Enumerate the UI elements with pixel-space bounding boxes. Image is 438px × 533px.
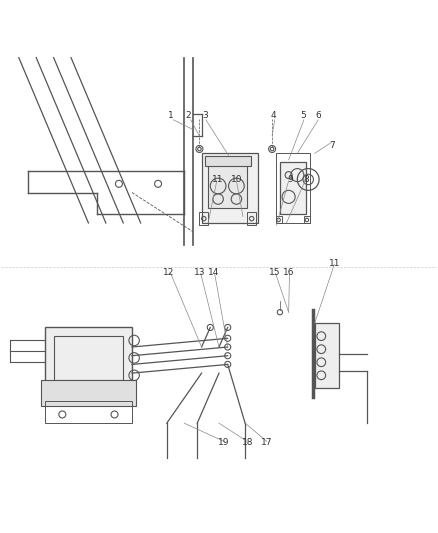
- Bar: [41, 379, 136, 406]
- Text: 5: 5: [300, 111, 306, 120]
- Text: 7: 7: [329, 141, 335, 150]
- Bar: [247, 212, 256, 225]
- Bar: [45, 327, 132, 389]
- Text: 9: 9: [287, 175, 293, 184]
- Text: 18: 18: [241, 438, 253, 447]
- Text: 16: 16: [283, 268, 294, 277]
- Text: 15: 15: [269, 268, 280, 277]
- Bar: [199, 212, 208, 225]
- Text: 13: 13: [194, 268, 205, 277]
- Text: 10: 10: [231, 175, 243, 184]
- Text: 2: 2: [186, 111, 191, 120]
- Text: 14: 14: [208, 268, 219, 277]
- Bar: [315, 323, 339, 389]
- Bar: [53, 336, 123, 379]
- Bar: [276, 154, 311, 223]
- Text: 3: 3: [202, 111, 208, 120]
- Text: 6: 6: [315, 111, 321, 120]
- Bar: [45, 401, 132, 423]
- Text: 8: 8: [303, 175, 309, 184]
- Text: 12: 12: [163, 268, 175, 277]
- Bar: [280, 162, 306, 214]
- Bar: [205, 156, 251, 166]
- Text: 19: 19: [218, 438, 229, 447]
- Bar: [304, 216, 311, 223]
- Text: 11: 11: [212, 175, 223, 184]
- Bar: [208, 164, 247, 208]
- Bar: [201, 154, 258, 223]
- Text: 4: 4: [271, 111, 276, 120]
- Text: 1: 1: [168, 111, 174, 120]
- Bar: [276, 216, 282, 223]
- Text: 11: 11: [328, 259, 340, 268]
- Text: 17: 17: [261, 438, 272, 447]
